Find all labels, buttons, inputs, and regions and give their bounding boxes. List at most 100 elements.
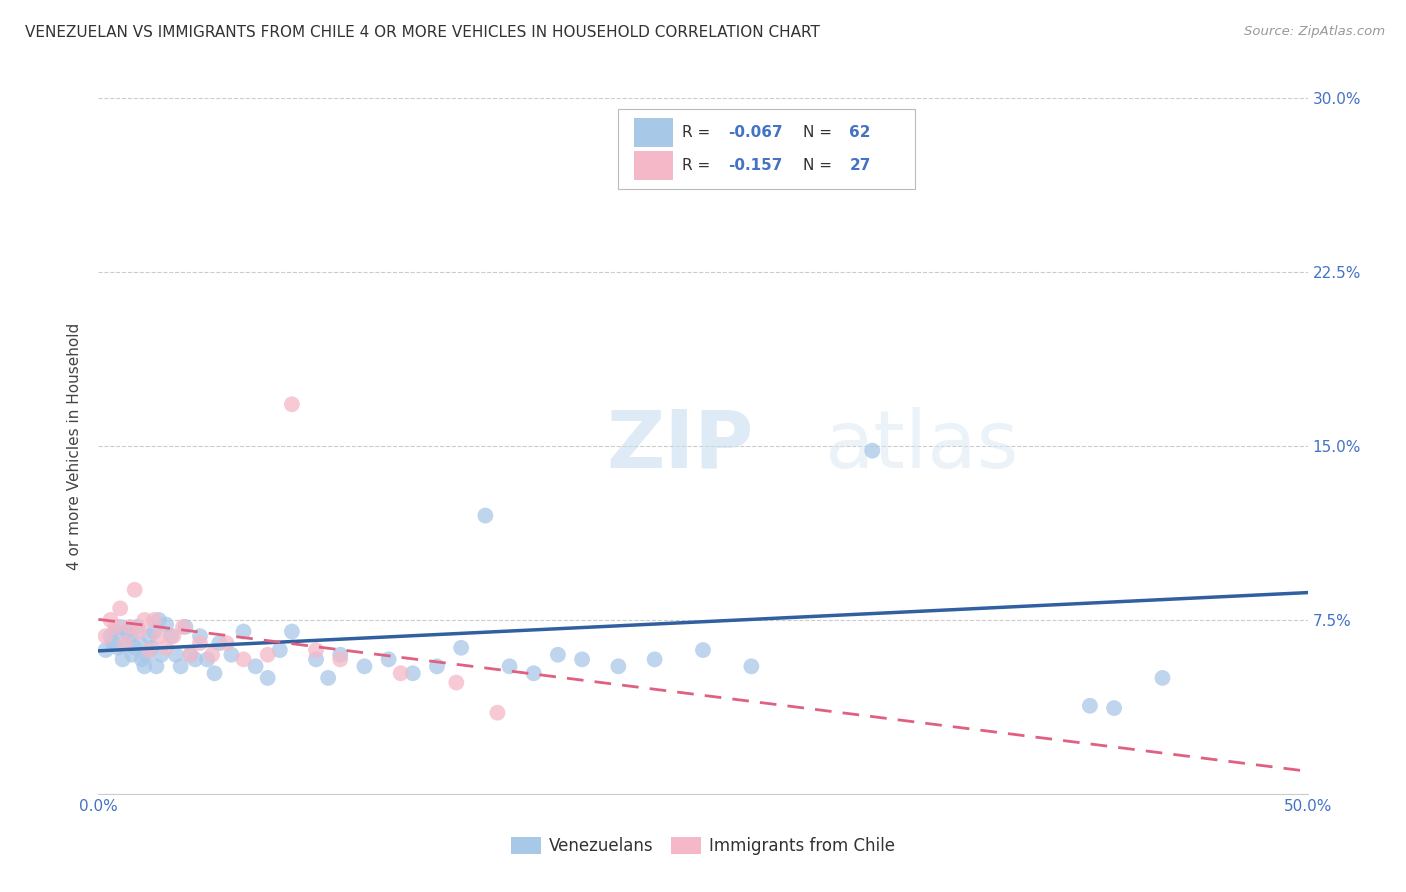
Point (104, 624, 127, 639)
Point (118, 629, 141, 643)
Point (138, 629, 160, 643)
Point (1152, 671, 1174, 685)
Point (221, 648, 243, 662)
Point (128, 636, 150, 650)
Point (256, 648, 278, 662)
Point (118, 620, 141, 634)
Point (162, 629, 184, 643)
Text: ZIP: ZIP (606, 407, 754, 485)
Point (208, 636, 231, 650)
Text: 62: 62 (849, 125, 870, 140)
Text: R =: R = (682, 158, 716, 173)
Point (160, 629, 183, 643)
Point (108, 620, 131, 634)
Point (131, 652, 153, 666)
Point (316, 671, 339, 685)
Text: N =: N = (803, 125, 837, 140)
Point (377, 652, 399, 666)
Point (245, 659, 267, 673)
Point (232, 624, 254, 639)
Text: R =: R = (682, 125, 716, 140)
Point (179, 648, 201, 662)
Point (281, 397, 304, 411)
Point (860, 443, 883, 458)
Point (174, 620, 197, 634)
Point (692, 643, 714, 657)
Point (644, 652, 666, 666)
Point (215, 636, 238, 650)
Point (547, 648, 569, 662)
Text: VENEZUELAN VS IMMIGRANTS FROM CHILE 4 OR MORE VEHICLES IN HOUSEHOLD CORRELATION : VENEZUELAN VS IMMIGRANTS FROM CHILE 4 OR… (25, 25, 820, 40)
Point (426, 659, 449, 673)
Point (389, 666, 412, 681)
Point (143, 624, 166, 639)
Point (148, 629, 170, 643)
Point (141, 640, 163, 655)
Point (100, 613, 122, 627)
Point (128, 624, 150, 639)
Point (329, 652, 352, 666)
Point (111, 652, 134, 666)
Point (188, 636, 211, 650)
Point (179, 648, 201, 662)
Point (498, 659, 520, 673)
Point (402, 666, 425, 681)
Point (121, 648, 143, 662)
Point (607, 659, 630, 673)
Point (474, 508, 496, 523)
Point (450, 640, 472, 655)
Point (124, 582, 146, 597)
Text: N =: N = (803, 158, 837, 173)
Point (486, 706, 509, 720)
Point (94, 629, 117, 643)
Point (169, 659, 191, 673)
Text: -0.157: -0.157 (728, 158, 783, 173)
Point (305, 652, 328, 666)
Point (165, 648, 187, 662)
Point (114, 636, 136, 650)
Text: Source: ZipAtlas.com: Source: ZipAtlas.com (1244, 25, 1385, 38)
Point (204, 666, 226, 681)
Point (269, 643, 291, 657)
FancyBboxPatch shape (634, 118, 672, 147)
Point (353, 659, 375, 673)
Point (188, 629, 211, 643)
Point (155, 617, 177, 632)
Point (107, 640, 129, 655)
Point (94, 643, 117, 657)
Point (740, 659, 762, 673)
Point (155, 640, 177, 655)
Point (305, 643, 328, 657)
FancyBboxPatch shape (634, 151, 672, 180)
Point (138, 643, 160, 657)
Point (100, 629, 122, 643)
Text: atlas: atlas (824, 407, 1018, 485)
Point (124, 640, 146, 655)
Text: -0.067: -0.067 (728, 125, 783, 140)
Point (127, 620, 149, 634)
Point (446, 675, 468, 690)
Legend: Venezuelans, Immigrants from Chile: Venezuelans, Immigrants from Chile (505, 830, 901, 862)
Point (148, 613, 170, 627)
Point (145, 659, 167, 673)
Point (108, 601, 131, 615)
Point (523, 666, 546, 681)
Point (571, 652, 593, 666)
FancyBboxPatch shape (619, 109, 915, 188)
Point (150, 648, 173, 662)
Point (135, 648, 157, 662)
Point (256, 671, 278, 685)
Point (195, 652, 218, 666)
Point (813, 142, 835, 156)
Point (134, 659, 156, 673)
Point (1078, 698, 1101, 713)
Point (101, 636, 124, 650)
Point (117, 624, 139, 639)
Y-axis label: 4 or more Vehicles in Household: 4 or more Vehicles in Household (67, 322, 83, 570)
Point (184, 652, 207, 666)
Point (1102, 701, 1125, 715)
Point (143, 613, 166, 627)
Point (201, 648, 224, 662)
Point (329, 648, 352, 662)
Point (172, 620, 194, 634)
